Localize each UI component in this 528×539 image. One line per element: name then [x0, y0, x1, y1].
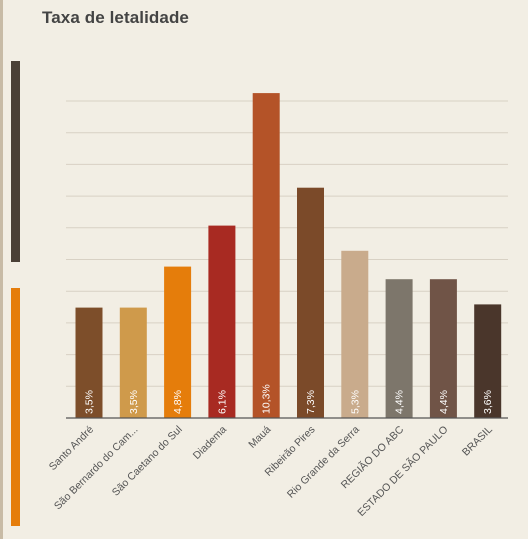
bar [75, 307, 103, 418]
category-tick-label: São Bernardo do Cam... [52, 424, 141, 513]
chart-title: Taxa de letalidade [42, 8, 189, 27]
category-tick-label: Diadema [191, 424, 229, 462]
data-label: 5,3% [349, 390, 361, 414]
data-label: 7,3% [305, 390, 317, 414]
bar [341, 250, 369, 418]
data-label: 6,1% [216, 390, 228, 414]
data-label: 4,4% [394, 390, 406, 414]
decorative-orange-bar [11, 288, 20, 526]
data-label: 10,3% [261, 384, 273, 414]
data-label: 3,6% [482, 390, 494, 414]
category-tick-label: ESTADO DE SÃO PAULO [355, 423, 451, 519]
bar [429, 279, 457, 418]
category-tick-label: Mauá [246, 424, 273, 451]
bar [385, 279, 413, 418]
data-label: 3,5% [84, 390, 96, 414]
bar [252, 93, 280, 418]
bar [474, 304, 502, 418]
data-label: 4,4% [438, 390, 450, 414]
bar [208, 225, 236, 418]
data-label: 4,8% [172, 390, 184, 414]
bar [164, 266, 192, 418]
bar [297, 187, 324, 418]
bar [119, 307, 147, 418]
category-tick-label: BRASIL [460, 424, 495, 459]
bars [75, 93, 502, 418]
frame-edge [0, 0, 3, 539]
value-labels: 3,5% 3,5% 4,8% 6,1% 10,3% 7,3% 5,3% 4,4% 4,4% 3,6… [84, 384, 495, 414]
data-label: 3,5% [128, 390, 140, 414]
decorative-dark-bar [11, 61, 20, 262]
